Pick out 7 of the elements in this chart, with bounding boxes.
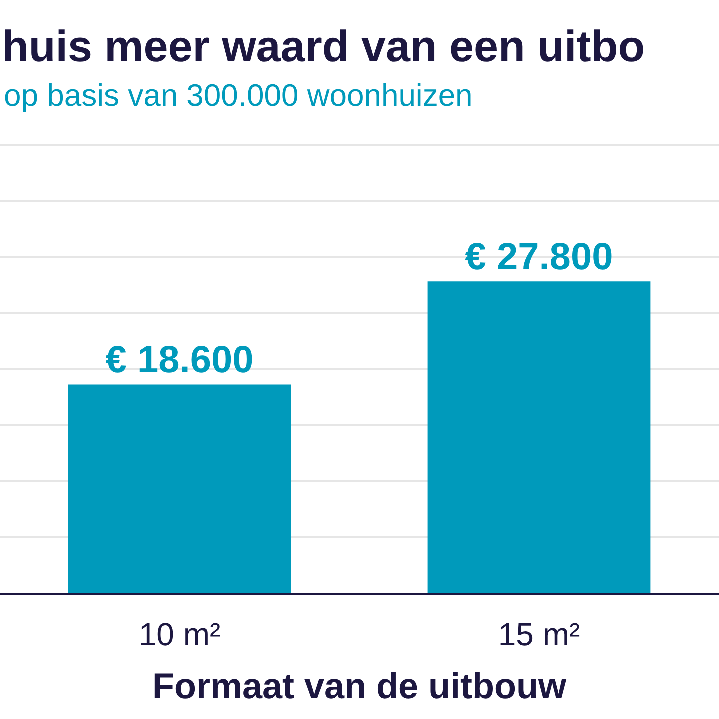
- data-label: € 27.800: [465, 236, 614, 279]
- x-axis-title: Formaat van de uitbouw: [152, 666, 568, 707]
- data-label: € 18.600: [106, 340, 254, 382]
- x-tick-label: 15 m²: [498, 616, 580, 652]
- chart-title: huis meer waard van een uitbo: [2, 22, 646, 72]
- x-tick-label: 10 m²: [138, 616, 221, 652]
- chart-subtitle: op basis van 300.000 woonhuizen: [4, 78, 473, 113]
